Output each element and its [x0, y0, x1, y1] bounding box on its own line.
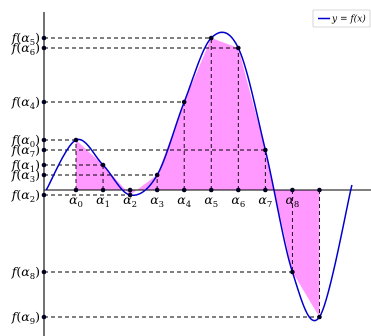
xaxis-dot-8	[290, 187, 295, 193]
xaxis-dot-5	[208, 187, 214, 193]
trapezoid-fill-8	[292, 190, 320, 317]
x-tick-label-2: α2	[123, 192, 137, 210]
curve-line	[45, 31, 353, 322]
yaxis-dot-0	[41, 137, 47, 143]
point-7	[263, 147, 268, 153]
point-3	[154, 172, 160, 178]
point-5	[208, 35, 214, 41]
x-tick-label-3: α3	[150, 192, 164, 210]
yaxis-dot-4	[41, 99, 47, 105]
xaxis-dot-6	[236, 187, 241, 193]
yaxis-dot-5	[41, 35, 47, 41]
x-tick-label-8: α8	[285, 192, 299, 210]
xaxis-dot-4	[181, 187, 187, 193]
x-tick-label-6: α6	[231, 192, 245, 210]
guide-lines	[44, 37, 320, 318]
yaxis-dot-1	[41, 162, 47, 168]
legend: y = f(x)	[312, 9, 371, 28]
yaxis-dot-8	[41, 269, 47, 275]
x-tick-label-7: α7	[258, 192, 272, 210]
x-tick-label-1: α1	[96, 192, 110, 210]
point-8	[290, 269, 295, 275]
trapezoid-fill-6	[238, 48, 266, 190]
y-tick-label-1: f(α1)	[11, 157, 40, 175]
xaxis-dot-1	[100, 187, 106, 193]
yaxis-dot-3	[41, 172, 47, 178]
y-tick-label-4: f(α4)	[11, 94, 40, 112]
point-9	[317, 314, 322, 320]
y-tick-label-8: f(α8)	[11, 264, 40, 282]
y-tick-label-5: f(α5)	[11, 30, 40, 48]
yaxis-dot-6	[41, 45, 47, 51]
point-1	[100, 162, 106, 168]
trapezoid-fill-5	[211, 38, 239, 190]
xaxis-dot-3	[154, 187, 160, 193]
tick-labels: f(α0) α0 f(α1) α1 f(α2) α2 f(α3) α3 f(α4) α4 f(α5)…	[11, 30, 300, 327]
trapezoid-fill-4	[184, 38, 212, 190]
legend-label: y = f(x)	[331, 14, 366, 25]
xaxis-dot-2	[127, 187, 133, 193]
xaxis-dot-7	[263, 187, 268, 193]
x-tick-label-0: α0	[69, 192, 83, 210]
xaxis-dot-9	[317, 187, 322, 193]
y-tick-label-6: f(α6)	[11, 40, 40, 58]
yaxis-dot-2	[41, 192, 47, 198]
point-2	[127, 192, 133, 198]
y-tick-label-7: f(α7)	[11, 142, 40, 160]
point-4	[181, 99, 187, 105]
x-tick-label-5: α5	[204, 192, 218, 210]
y-tick-label-3: f(α3)	[11, 167, 40, 185]
yaxis-dot-9	[41, 314, 47, 320]
trapezoid-fill-3	[157, 102, 185, 190]
point-0	[73, 137, 79, 143]
data-points	[41, 35, 322, 320]
x-tick-label-4: α4	[177, 192, 191, 210]
yaxis-dot-7	[41, 147, 47, 153]
point-6	[236, 45, 241, 51]
y-tick-label-2: f(α2)	[11, 187, 40, 205]
y-tick-label-9: f(α9)	[11, 309, 40, 327]
y-tick-label-0: f(α0)	[11, 132, 40, 150]
legend-box	[312, 9, 371, 28]
xaxis-dot-0	[73, 187, 79, 193]
